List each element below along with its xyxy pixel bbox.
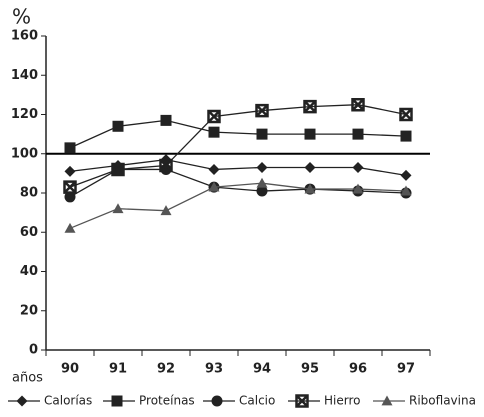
y-tick-label: 120 xyxy=(11,107,38,122)
point xyxy=(256,128,268,140)
point xyxy=(208,181,220,192)
x-tick-label: 97 xyxy=(397,362,415,377)
point xyxy=(304,161,316,173)
y-tick-label: 60 xyxy=(20,225,38,240)
point xyxy=(63,180,77,194)
point xyxy=(207,109,221,124)
point xyxy=(256,185,268,197)
point xyxy=(400,185,412,196)
point xyxy=(208,163,220,175)
y-tick-label: 0 xyxy=(29,343,38,358)
y-tick-label: 140 xyxy=(11,68,38,83)
point xyxy=(112,120,124,132)
point xyxy=(399,107,413,122)
point xyxy=(160,205,172,216)
point xyxy=(351,97,365,112)
legend-marker xyxy=(211,395,223,407)
legend-label: Calcio xyxy=(239,394,275,408)
point xyxy=(64,165,76,177)
x-tick-label: 93 xyxy=(205,362,223,377)
point xyxy=(352,128,364,140)
point xyxy=(352,161,364,173)
y-tick-label: 160 xyxy=(11,29,38,44)
point xyxy=(256,161,268,173)
series-line xyxy=(69,119,407,149)
point xyxy=(159,158,173,173)
series-line xyxy=(69,104,407,188)
legend-marker xyxy=(111,395,123,407)
point xyxy=(64,191,76,203)
x-tick-label: 94 xyxy=(253,362,271,377)
x-axis-label: años xyxy=(12,371,43,386)
x-tick-label: 95 xyxy=(301,362,319,377)
point xyxy=(352,183,364,194)
legend-marker xyxy=(295,394,309,408)
point xyxy=(304,128,316,140)
y-tick-label: 20 xyxy=(20,303,38,318)
legend-marker xyxy=(381,395,393,406)
y-axis-label: % xyxy=(12,5,31,29)
legend-label: Proteínas xyxy=(139,394,195,408)
series-line xyxy=(69,158,407,176)
point xyxy=(208,126,220,138)
point xyxy=(160,114,172,126)
x-tick-label: 92 xyxy=(157,362,175,377)
point xyxy=(255,103,269,118)
legend-label: Hierro xyxy=(324,394,360,408)
legend-label: Calorías xyxy=(44,394,92,408)
series-line xyxy=(69,168,407,198)
legend-label: Riboflavina xyxy=(409,394,476,408)
point xyxy=(400,130,412,142)
x-tick-label: 96 xyxy=(349,362,367,377)
legend-marker xyxy=(16,395,28,407)
point xyxy=(400,169,412,181)
point xyxy=(303,99,317,114)
y-tick-label: 80 xyxy=(20,186,38,201)
series-line xyxy=(69,182,407,229)
point xyxy=(112,203,124,214)
point xyxy=(64,142,76,154)
point xyxy=(304,183,316,194)
x-tick-label: 90 xyxy=(61,362,79,377)
x-tick-label: 91 xyxy=(109,362,127,377)
y-tick-label: 40 xyxy=(20,264,38,279)
y-tick-label: 100 xyxy=(11,146,38,161)
point xyxy=(111,162,125,177)
point xyxy=(256,177,268,188)
point xyxy=(64,222,76,233)
